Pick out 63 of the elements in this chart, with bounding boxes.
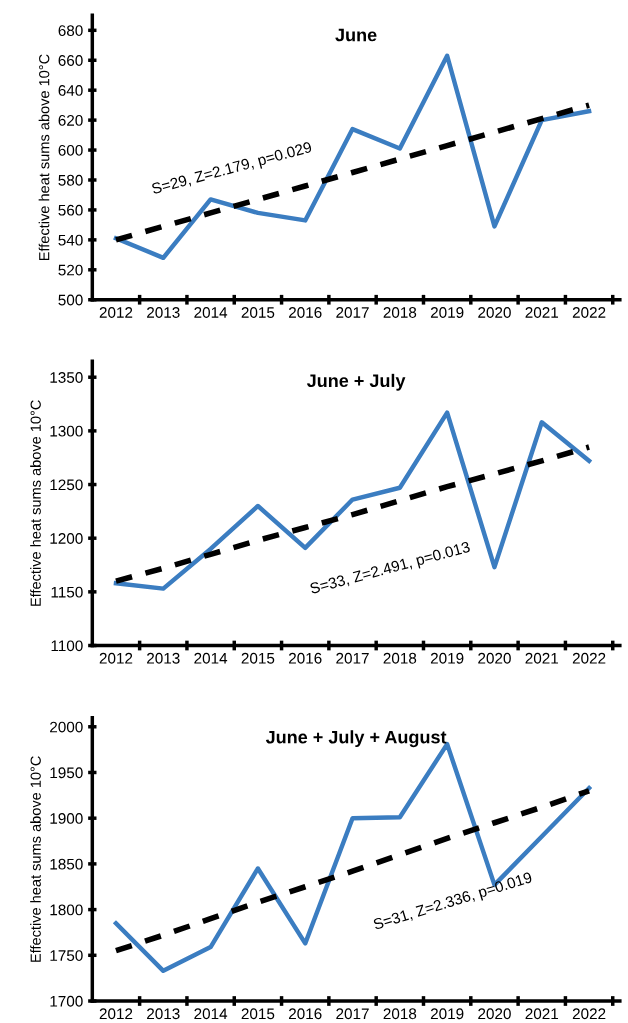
y-tick-label: 660	[58, 55, 83, 66]
x-tick-label: 2018	[383, 307, 417, 318]
y-tick-label: 600	[58, 144, 83, 156]
x-tick-label: 2018	[383, 652, 417, 664]
x-tick-label: 2019	[430, 1008, 464, 1020]
y-tick-label: 560	[58, 204, 83, 216]
x-tick-label: 2012	[99, 1008, 133, 1020]
y-tick-label: 1250	[50, 479, 83, 491]
x-tick-label: 2015	[241, 307, 275, 318]
y-axis-title: Effective heat sums above 10°C	[38, 54, 50, 261]
y-tick-label: 1800	[50, 904, 83, 916]
x-tick-label: 2021	[525, 1008, 559, 1020]
y-tick-label: 640	[58, 85, 83, 96]
y-tick-label: 580	[58, 174, 83, 186]
x-tick-label: 2022	[572, 652, 606, 664]
line-series	[113, 53, 592, 261]
y-tick-label: 680	[58, 25, 83, 36]
x-tick-label: 2016	[288, 1008, 322, 1020]
x-tick-label: 2017	[336, 1008, 369, 1020]
y-tick-label: 1900	[50, 813, 83, 824]
x-tick-label: 2020	[478, 1008, 511, 1020]
y-axis-title: Effective heat sums above 10°C	[30, 756, 41, 962]
x-tick-label: 2016	[288, 307, 322, 318]
x-tick-label: 2015	[241, 652, 275, 664]
y-tick-label: 500	[58, 294, 83, 306]
y-axis-title: Effective heat sums above 10°C	[30, 400, 41, 606]
x-tick-label: 2021	[525, 307, 559, 318]
x-tick-label: 2016	[288, 652, 322, 664]
x-tick-label: 2017	[336, 307, 369, 318]
x-tick-label: 2022	[572, 1008, 606, 1020]
y-tick-label: 1100	[51, 640, 83, 652]
y-tick-label: 520	[58, 264, 83, 276]
x-tick-label: 2015	[241, 1008, 275, 1020]
x-tick-label: 2018	[383, 1008, 417, 1020]
y-tick-label: 1850	[50, 858, 83, 870]
x-tick-label: 2019	[430, 652, 464, 664]
x-tick-label: 2012	[99, 307, 133, 318]
y-tick-label: 2000	[50, 721, 83, 733]
x-tick-label: 2012	[99, 652, 133, 664]
y-tick-label: 620	[58, 114, 83, 126]
x-tick-label: 2020	[478, 652, 511, 664]
text: June + July + August	[265, 730, 447, 748]
text: June + July	[306, 373, 406, 391]
y-tick-label: 1150	[51, 586, 83, 598]
y-tick-label: 1200	[50, 533, 83, 544]
x-tick-label: 2021	[525, 652, 559, 664]
x-tick-label: 2013	[147, 652, 180, 664]
y-tick-label: 1750	[50, 950, 83, 961]
x-tick-label: 2014	[194, 307, 228, 318]
y-tick-label: 1950	[50, 767, 83, 779]
x-tick-label: 2013	[147, 1008, 180, 1020]
text: June	[335, 28, 377, 42]
x-tick-label: 2013	[147, 307, 180, 318]
y-tick-label: 1300	[50, 425, 83, 437]
y-tick-label: 540	[58, 234, 83, 246]
x-tick-label: 2022	[572, 307, 606, 318]
x-tick-label: 2017	[336, 652, 369, 664]
x-tick-label: 2014	[194, 1008, 228, 1020]
x-tick-label: 2014	[194, 652, 228, 664]
x-tick-label: 2019	[430, 307, 464, 318]
x-tick-label: 2020	[478, 307, 511, 318]
y-tick-label: 1350	[50, 372, 83, 383]
y-tick-label: 1700	[50, 995, 83, 1007]
